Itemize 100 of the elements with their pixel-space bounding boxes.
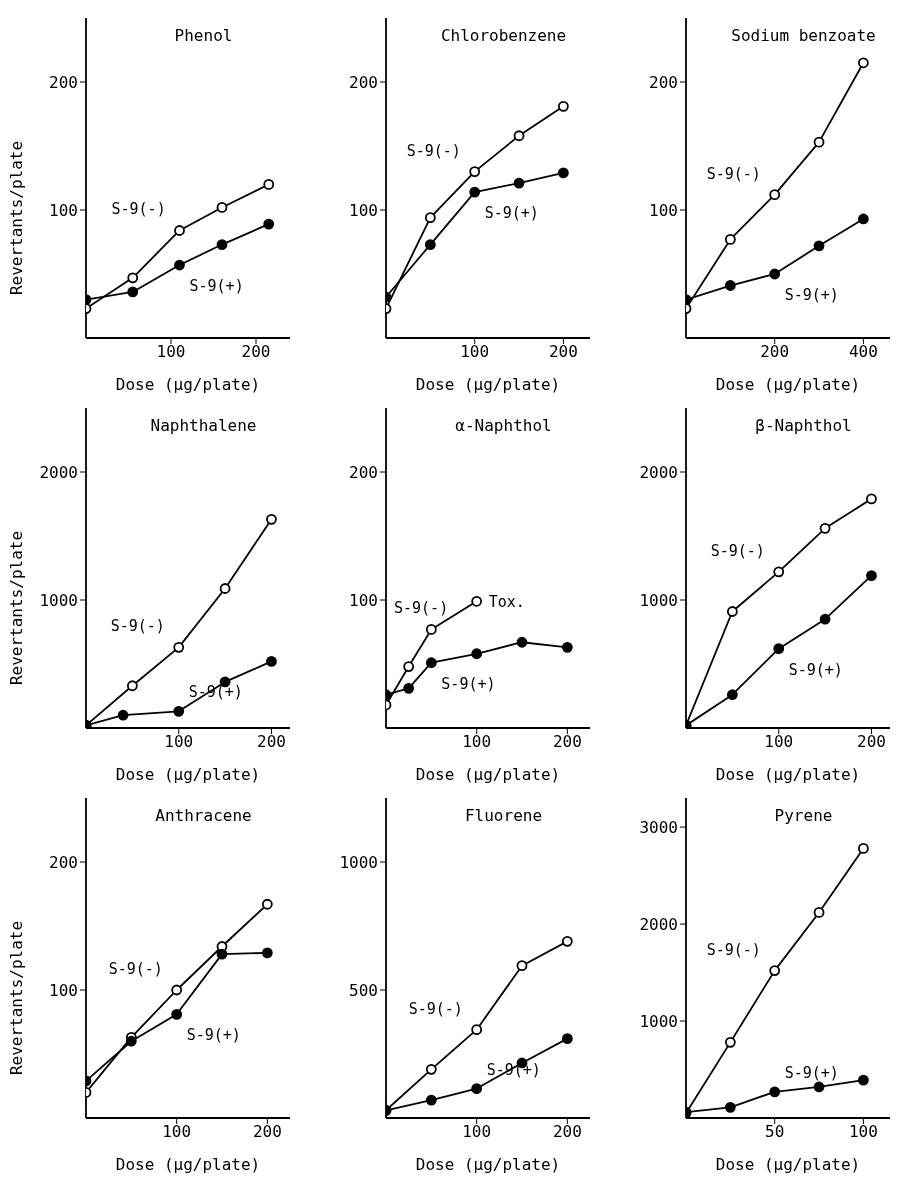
x-tick-label: 100 bbox=[462, 1122, 492, 1142]
point bbox=[127, 272, 139, 284]
point bbox=[513, 177, 525, 189]
series-label: S-9(+) bbox=[784, 286, 839, 304]
text: Phenol bbox=[173, 26, 234, 45]
annotation: Tox. bbox=[488, 592, 525, 611]
x-axis-title: Dose (μg/plate) bbox=[115, 1155, 261, 1174]
x-tick-label: 50 bbox=[765, 1122, 785, 1142]
point bbox=[263, 218, 275, 230]
point bbox=[174, 259, 185, 271]
x-tick-label: 200 bbox=[760, 342, 790, 362]
text: β-Naphthol bbox=[754, 416, 853, 435]
series-label: S-9(-) bbox=[710, 541, 765, 560]
point bbox=[171, 984, 183, 996]
point bbox=[516, 636, 528, 648]
x-tick-label: 200 bbox=[241, 342, 271, 362]
x-axis-title: Dose (μg/plate) bbox=[415, 1155, 561, 1174]
point bbox=[724, 1036, 736, 1048]
point bbox=[425, 657, 437, 669]
y-tick-label: 1000 bbox=[639, 1011, 678, 1031]
series-label: S-9(-) bbox=[110, 617, 165, 636]
y-tick-label: 500 bbox=[349, 980, 378, 1000]
point bbox=[773, 566, 785, 578]
series-label: S-9(+) bbox=[189, 277, 244, 296]
series-label: S-9(+) bbox=[784, 1063, 839, 1082]
series-label: S-9(+) bbox=[186, 1026, 241, 1045]
x-tick-label: 100 bbox=[162, 1122, 192, 1142]
point bbox=[557, 100, 569, 112]
x-tick-label: 200 bbox=[257, 732, 286, 752]
point bbox=[266, 656, 277, 667]
series-label: S-9(-) bbox=[408, 999, 463, 1018]
x-axis-title: Dose (μg/plate) bbox=[115, 765, 261, 784]
point bbox=[857, 1074, 869, 1086]
y-tick-label: 100 bbox=[349, 590, 378, 610]
x-axis-title: Dose (μg/plate) bbox=[715, 765, 861, 784]
point bbox=[403, 661, 415, 672]
point bbox=[857, 57, 869, 69]
x-tick-label: 400 bbox=[848, 342, 878, 362]
point bbox=[216, 948, 228, 960]
series-label: S-9(+) bbox=[788, 660, 843, 679]
point bbox=[403, 682, 415, 694]
x-tick-label: 200 bbox=[552, 732, 582, 752]
series-label: S-9(+) bbox=[441, 674, 496, 693]
y-tick-label: 200 bbox=[649, 72, 678, 92]
y-tick-label: 2000 bbox=[639, 462, 678, 482]
x-tick-label: 200 bbox=[552, 1122, 582, 1142]
point bbox=[513, 130, 525, 142]
point bbox=[724, 1101, 736, 1113]
point bbox=[813, 240, 825, 252]
point bbox=[724, 280, 736, 291]
x-axis-title: Dose (μg/plate) bbox=[415, 375, 561, 394]
point bbox=[261, 898, 273, 910]
point bbox=[561, 1033, 573, 1045]
text: Fluorene bbox=[463, 806, 544, 825]
y-tick-label: 3000 bbox=[639, 817, 678, 837]
point bbox=[769, 268, 781, 280]
point bbox=[769, 189, 781, 201]
x-tick-label: 200 bbox=[252, 1122, 282, 1142]
y-tick-label: 200 bbox=[49, 852, 78, 872]
point bbox=[127, 286, 139, 298]
x-tick-label: 200 bbox=[857, 732, 886, 752]
point bbox=[557, 167, 569, 179]
y-tick-label: 100 bbox=[349, 200, 378, 220]
x-tick-label: 100 bbox=[848, 1122, 878, 1142]
point bbox=[219, 583, 231, 594]
point bbox=[813, 136, 825, 148]
point bbox=[469, 186, 481, 198]
text: Sodium benzoate bbox=[730, 26, 877, 45]
point bbox=[471, 595, 483, 607]
y-tick-label: 100 bbox=[49, 980, 78, 1000]
point bbox=[126, 680, 138, 692]
series-label: S-9(+) bbox=[484, 204, 539, 223]
point bbox=[866, 570, 877, 582]
x-tick-label: 100 bbox=[460, 342, 490, 362]
series-label: S-9(-) bbox=[394, 599, 449, 618]
point bbox=[813, 1081, 825, 1093]
point bbox=[171, 1008, 183, 1020]
point bbox=[471, 1024, 483, 1036]
series-label: S-9(-) bbox=[406, 141, 461, 160]
series-label: S-9(-) bbox=[108, 960, 163, 978]
point bbox=[813, 907, 825, 918]
point bbox=[263, 179, 275, 190]
x-tick-label: 100 bbox=[156, 342, 186, 362]
point bbox=[117, 709, 129, 721]
point bbox=[173, 705, 185, 717]
text: Pyrene bbox=[773, 806, 834, 825]
point bbox=[726, 606, 738, 617]
point bbox=[726, 689, 738, 701]
x-tick-label: 100 bbox=[462, 732, 492, 752]
point bbox=[173, 641, 185, 653]
x-tick-label: 200 bbox=[548, 342, 578, 362]
y-tick-label: 200 bbox=[349, 72, 378, 92]
y-axis-title: Revertants/plate bbox=[6, 920, 26, 1076]
point bbox=[857, 213, 869, 225]
point bbox=[424, 239, 436, 250]
point bbox=[425, 624, 437, 635]
y-tick-label: 100 bbox=[49, 200, 78, 220]
point bbox=[724, 234, 736, 245]
text: Anthracene bbox=[154, 806, 253, 825]
point bbox=[819, 613, 831, 625]
